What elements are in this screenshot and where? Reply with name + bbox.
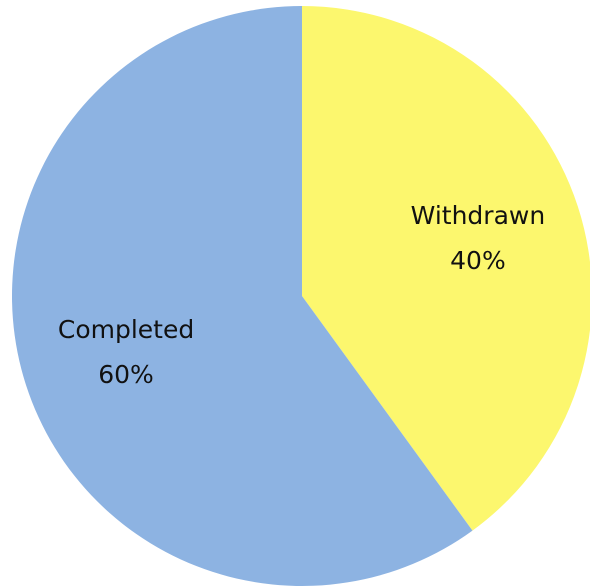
pie-slice [302, 6, 590, 531]
slice-value-label: 40% [450, 246, 506, 275]
slice-label: Withdrawn [411, 201, 546, 230]
slice-label: Completed [58, 315, 194, 344]
slice-value-label: 60% [98, 360, 154, 389]
pie-slice [11, 6, 473, 586]
